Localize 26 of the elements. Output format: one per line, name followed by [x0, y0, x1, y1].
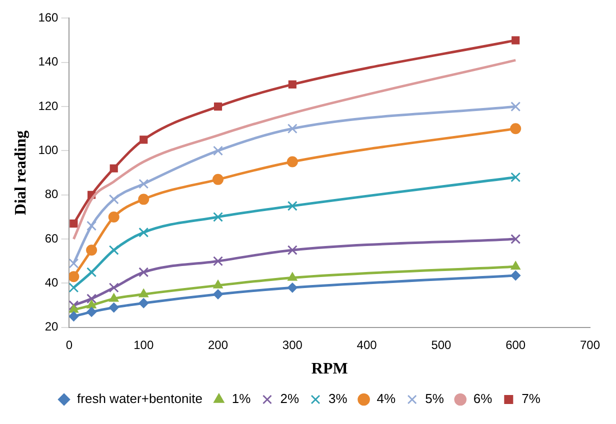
x-axis-title: RPM [311, 360, 348, 378]
legend-label: 2% [280, 391, 300, 406]
y-tick-label: 40 [44, 276, 59, 290]
y-tick-label: 160 [38, 10, 59, 25]
y-tick-label: 20 [44, 320, 59, 334]
x-tick-label: 100 [134, 338, 154, 352]
legend-label: 5% [425, 391, 444, 406]
y-tick-label: 120 [38, 98, 59, 113]
x-tick-label: 600 [506, 338, 526, 352]
y-tick-label: 140 [38, 54, 59, 69]
x-tick-label: 700 [580, 338, 600, 352]
y-axis-title: Dial reading [12, 130, 30, 216]
legend-label: 7% [522, 391, 541, 406]
y-tick-label: 80 [44, 187, 59, 202]
x-tick-label: 200 [208, 338, 228, 352]
y-tick-label: 60 [44, 231, 59, 246]
x-tick-label: 0 [66, 338, 73, 352]
y-tick-label: 100 [38, 143, 59, 158]
x-tick-label: 300 [282, 338, 303, 352]
x-tick-label: 500 [431, 338, 452, 352]
legend-label: 1% [232, 391, 252, 406]
legend-label: fresh water+bentonite [77, 391, 202, 406]
legend-label: 4% [376, 391, 396, 406]
legend-label: 3% [328, 391, 348, 406]
x-tick-label: 400 [356, 338, 378, 352]
legend-label: 6% [473, 391, 493, 406]
